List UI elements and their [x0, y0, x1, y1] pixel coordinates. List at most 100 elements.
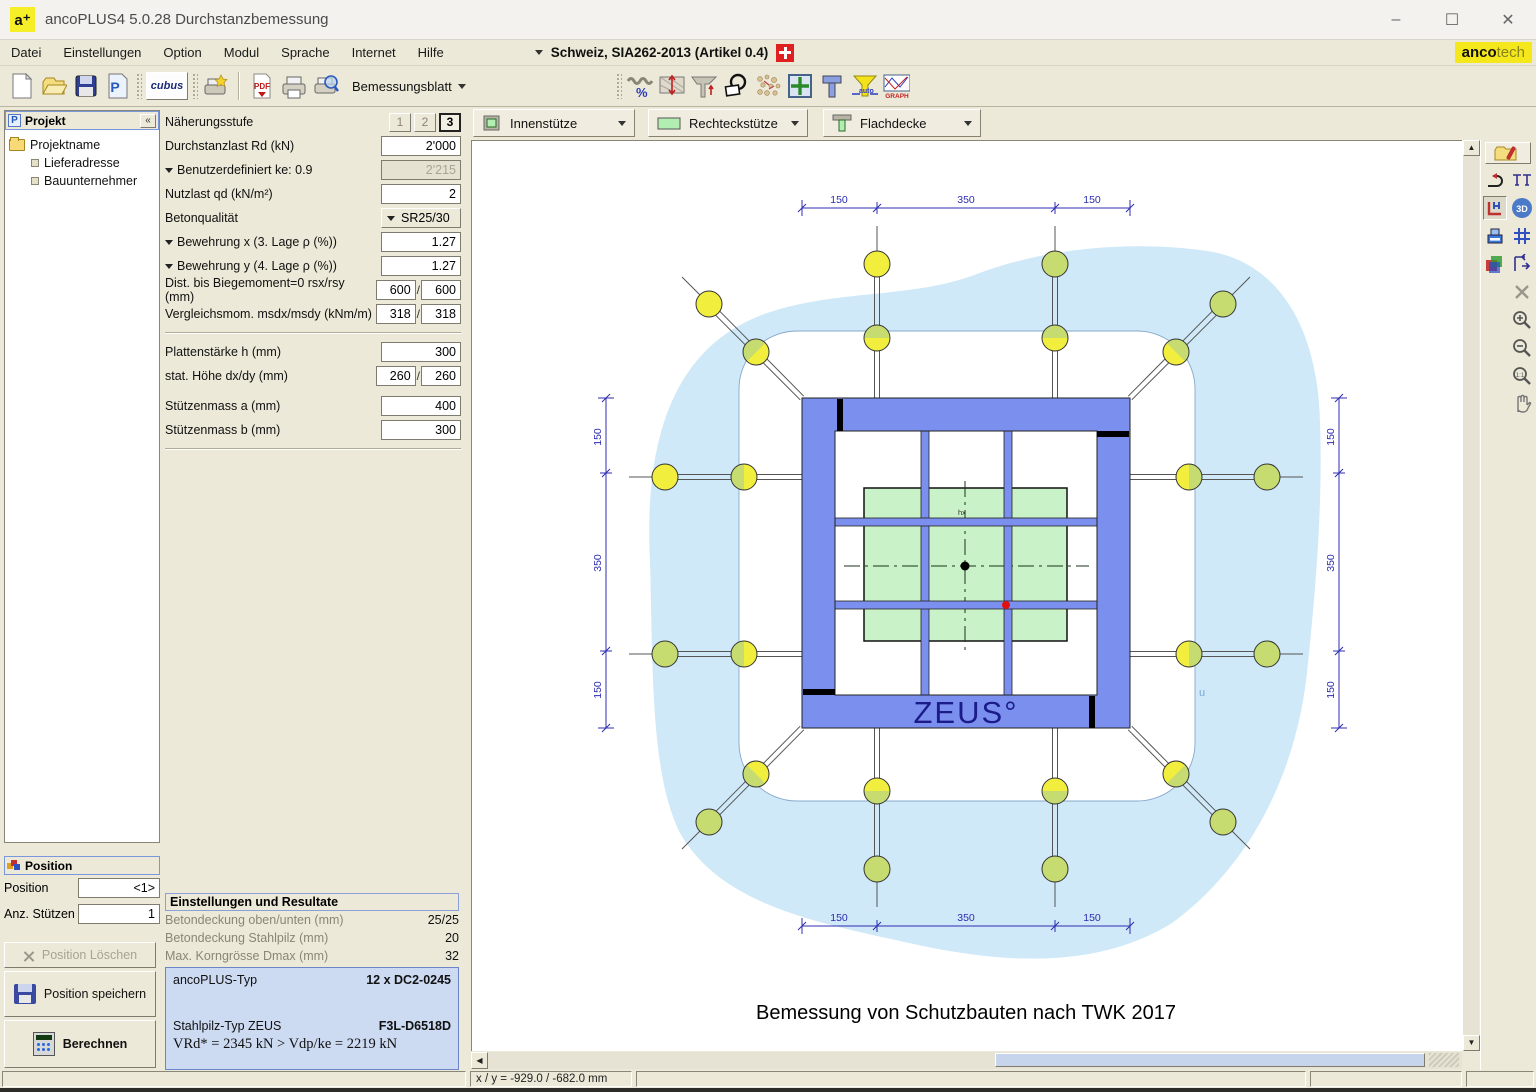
delete-x-icon [23, 950, 34, 961]
menu-internet[interactable]: Internet [351, 45, 396, 60]
field-label: Durchstanzlast Rd (kN) [165, 139, 295, 153]
ancoplus-typ-row: ancoPLUS-Typ 12 x DC2-0245 [173, 973, 451, 987]
durchstanzlast-input[interactable]: 2'000 [381, 136, 461, 156]
column-icon[interactable] [818, 72, 846, 100]
report-selector[interactable]: Bemessungsblatt [352, 79, 466, 94]
nutzlast-input[interactable]: 2 [381, 184, 461, 204]
toolbar-separator [238, 72, 240, 100]
scrollbar-resize-grip[interactable] [1429, 1053, 1459, 1067]
project-document-icon[interactable]: P [104, 72, 132, 100]
bewehrung-y-input[interactable]: 1.27 [381, 256, 461, 276]
export-pdf-icon[interactable]: PDF [248, 72, 276, 100]
level-3-button[interactable]: 3 [439, 112, 461, 132]
dropdown-innenstuetze[interactable]: Innenstütze [473, 109, 635, 137]
stuetzenmass-a-input[interactable]: 400 [381, 396, 461, 416]
zoom-out-icon[interactable] [1510, 336, 1534, 360]
red-marker[interactable] [1002, 601, 1010, 609]
drawing-tools-panel: 3D 1:1 [1480, 140, 1536, 1088]
durchstanzlast-row: Durchstanzlast Rd (kN) 2'000 [165, 134, 461, 158]
close-button[interactable]: ✕ [1501, 11, 1515, 29]
dx-input[interactable]: 260 [375, 366, 416, 386]
aggregate-icon[interactable] [754, 72, 782, 100]
minimize-button[interactable]: – [1391, 10, 1401, 28]
calculate-button[interactable]: Berechnen [4, 1020, 156, 1068]
open-file-icon[interactable] [40, 72, 68, 100]
toolbar-grip[interactable] [615, 73, 622, 99]
toolbar-grip[interactable] [136, 73, 142, 99]
print-favorite-icon[interactable] [202, 72, 230, 100]
pan-hand-icon[interactable] [1510, 392, 1534, 416]
chevron-down-icon [534, 50, 543, 55]
bewehrung-x-input[interactable]: 1.27 [381, 232, 461, 252]
scroll-up-icon[interactable]: ▲ [1463, 140, 1480, 156]
plattenstaerke-row: Plattenstärke h (mm) 300 [165, 340, 461, 364]
rail-element-tool[interactable] [1482, 196, 1507, 220]
dropdown-tri-icon[interactable] [165, 263, 173, 269]
grid-icon[interactable] [1510, 224, 1534, 248]
machine-tool-icon[interactable] [1483, 224, 1507, 248]
scroll-down-icon[interactable]: ▼ [1463, 1035, 1480, 1051]
dropdown-tri-icon[interactable] [165, 167, 173, 173]
collapse-panel-button[interactable]: « [140, 113, 156, 128]
position-input[interactable]: <1> [78, 878, 160, 898]
scrollbar-thumb[interactable] [995, 1053, 1425, 1067]
position-panel-title: Position [25, 858, 73, 873]
level-1-button[interactable]: 1 [389, 112, 411, 132]
dropdown-rechteckstuetze[interactable]: Rechteckstütze [648, 109, 808, 137]
tree-item-lieferadresse[interactable]: Lieferadresse [25, 154, 155, 172]
project-tools-button[interactable] [1485, 142, 1531, 164]
dimension-tool-icon[interactable] [1510, 252, 1534, 276]
menu-hilfe[interactable]: Hilfe [417, 45, 444, 60]
scroll-left-icon[interactable]: ◀ [471, 1052, 488, 1069]
maximize-button[interactable]: ☐ [1444, 11, 1460, 29]
level-2-button[interactable]: 2 [414, 112, 436, 132]
menu-einstellungen[interactable]: Einstellungen [63, 45, 142, 60]
cubus-button[interactable]: cubus [146, 72, 188, 100]
menu-option[interactable]: Option [163, 45, 202, 60]
rsy-input[interactable]: 600 [421, 280, 461, 300]
auto-dimension-icon[interactable]: auto [850, 72, 878, 100]
tree-item-projektname[interactable]: Projektname [9, 136, 155, 154]
stuetzenmass-b-input[interactable]: 300 [381, 420, 461, 440]
menu-datei[interactable]: Datei [11, 45, 42, 60]
anz-stuetzen-input[interactable]: 1 [78, 904, 160, 924]
delete-tool-icon [1510, 280, 1534, 304]
slab-thickness-icon[interactable] [658, 72, 686, 100]
menu-modul[interactable]: Modul [223, 45, 260, 60]
cube-3d-icon[interactable] [1483, 252, 1507, 276]
svg-text:350: 350 [592, 554, 604, 572]
dimension-posts-icon[interactable] [1510, 168, 1534, 192]
save-icon[interactable] [72, 72, 100, 100]
betonqualitaet-dropdown[interactable]: SR25/30 [381, 208, 461, 228]
chevron-down-icon [457, 83, 466, 89]
rsx-input[interactable]: 600 [375, 280, 416, 300]
drawing-canvas[interactable]: hx u ZEUS° 150 350 150 150 350 150 150 350 1… [471, 140, 1462, 1051]
bend-return-icon[interactable] [1483, 168, 1507, 192]
zoom-in-icon[interactable] [1510, 308, 1534, 332]
graph-icon[interactable]: GRAPH [882, 72, 910, 100]
msdy-input[interactable]: 318 [421, 304, 461, 324]
pane-grid-icon[interactable] [786, 72, 814, 100]
save-position-button[interactable]: Position speichern [4, 971, 156, 1017]
code-region-selector[interactable]: Schweiz, SIA262-2013 (Artikel 0.4) [534, 43, 795, 62]
tree-item-bauunternehmer[interactable]: Bauunternehmer [25, 172, 155, 190]
msdx-input[interactable]: 318 [375, 304, 416, 324]
vertical-scrollbar[interactable]: ▲ ▼ [1462, 140, 1480, 1051]
reinforcement-percent-icon[interactable]: % [626, 72, 654, 100]
view-3d-icon[interactable]: 3D [1510, 196, 1534, 220]
mushroom-head-icon[interactable] [690, 72, 718, 100]
plattenstaerke-input[interactable]: 300 [381, 342, 461, 362]
free-shape-icon[interactable] [722, 72, 750, 100]
dropdown-tri-icon[interactable] [165, 239, 173, 245]
dropdown-flachdecke[interactable]: Flachdecke [823, 109, 981, 137]
menu-sprache[interactable]: Sprache [281, 45, 330, 60]
print-preview-icon[interactable] [312, 72, 340, 100]
toolbar-grip[interactable] [192, 73, 198, 99]
dy-input[interactable]: 260 [421, 366, 461, 386]
print-icon[interactable] [280, 72, 308, 100]
new-document-icon[interactable] [8, 72, 36, 100]
anz-stuetzen-label: Anz. Stützen [4, 907, 75, 921]
horizontal-scrollbar[interactable]: ◀ [471, 1052, 1462, 1069]
field-label: Näherungsstufe [165, 115, 254, 129]
zoom-reset-icon[interactable]: 1:1 [1510, 364, 1534, 388]
